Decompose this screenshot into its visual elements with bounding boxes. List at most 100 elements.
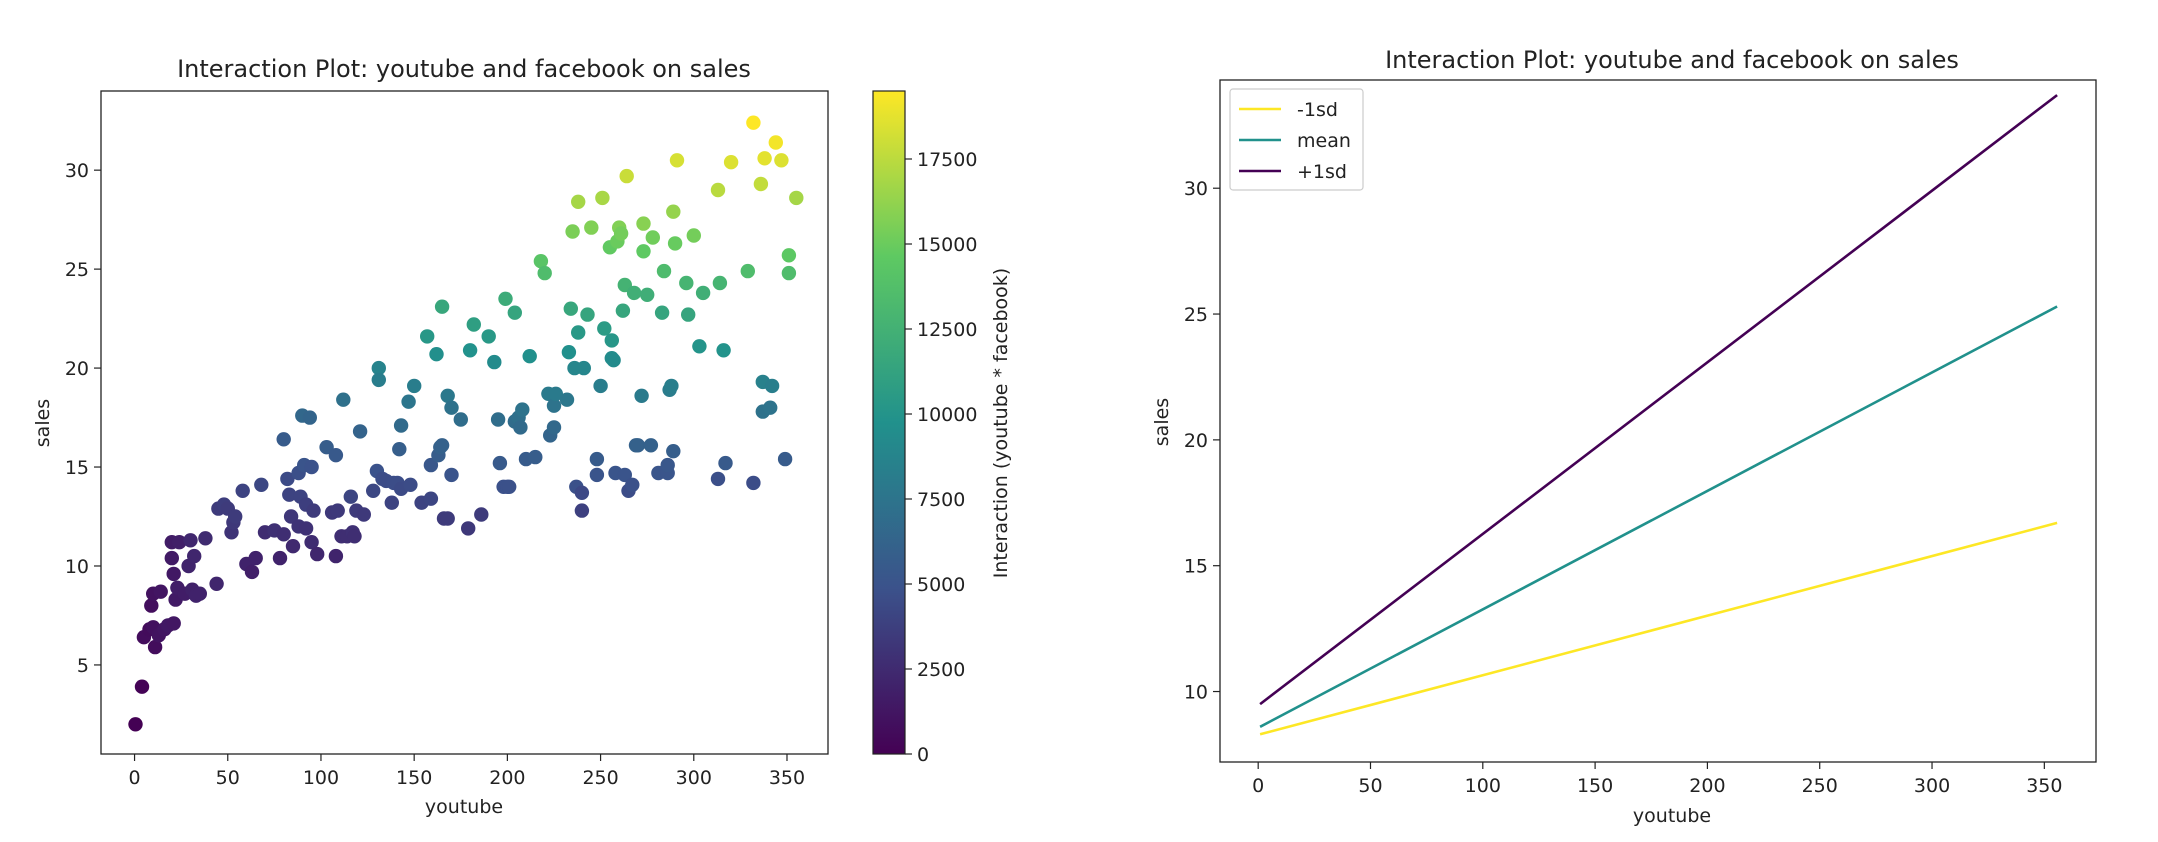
x-tick-label: 0 <box>129 767 141 789</box>
series-line <box>1259 521 2058 736</box>
scatter-point <box>276 432 291 447</box>
scatter-point <box>576 360 591 376</box>
scatter-point <box>584 220 599 235</box>
scatter-point <box>144 598 159 613</box>
scatter-point <box>347 529 362 544</box>
scatter-point <box>254 477 269 492</box>
scatter-point <box>198 531 213 546</box>
scatter-point <box>492 455 508 471</box>
scatter-point <box>757 151 772 166</box>
chart-title: Interaction Plot: youtube and facebook o… <box>1385 46 1959 74</box>
scatter-point <box>666 204 681 219</box>
x-tick-label: 150 <box>396 767 432 789</box>
x-tick-label: 200 <box>489 767 525 789</box>
scatter-point <box>423 491 439 506</box>
plot-frame <box>100 90 829 755</box>
x-tick-label: 350 <box>769 767 805 789</box>
scatter-point <box>336 392 351 407</box>
colorbar-tick-label: 12500 <box>917 319 977 341</box>
scatter-point <box>716 343 731 358</box>
x-tick-label: 50 <box>1358 775 1382 797</box>
scatter-point <box>248 550 263 566</box>
scatter-point <box>209 576 224 591</box>
y-tick-label: 10 <box>1184 682 1208 704</box>
y-axis-label: sales <box>32 399 54 447</box>
x-tick-label: 0 <box>1252 775 1264 797</box>
scatter-point <box>310 546 325 562</box>
scatter-point <box>298 521 314 536</box>
x-tick-label: 300 <box>676 767 712 789</box>
scatter-point <box>630 438 646 453</box>
scatter-point <box>461 521 476 536</box>
x-tick-label: 200 <box>1689 775 1725 797</box>
scatter-point <box>522 349 537 364</box>
x-axis-ticks: 0 50 100 150 200 250 300 350 <box>1252 762 2062 797</box>
x-tick-label: 150 <box>1577 775 1613 797</box>
scatter-point <box>392 442 407 457</box>
scatter-point <box>440 388 455 403</box>
scatter-point <box>166 566 181 582</box>
scatter-point <box>453 412 468 427</box>
scatter-point <box>626 285 642 301</box>
series-line <box>1259 94 2058 706</box>
colorbar-tick-label: 7500 <box>917 489 965 511</box>
legend-label: +1sd <box>1297 161 1347 183</box>
scatter-point <box>634 388 649 403</box>
colorbar-tick-label: 2500 <box>917 659 965 681</box>
scatter-point <box>681 307 696 322</box>
y-tick-label: 15 <box>65 457 89 479</box>
colorbar-tick-label: 15000 <box>917 234 977 256</box>
y-tick-label: 25 <box>1184 304 1208 326</box>
scatter-point <box>407 378 422 394</box>
scatter-point <box>774 153 789 168</box>
legend-box <box>1229 88 1364 191</box>
scatter-point <box>283 509 299 524</box>
scatter-point <box>474 507 489 522</box>
scatter-point <box>565 224 580 239</box>
x-tick-label: 100 <box>303 767 339 789</box>
x-tick-label: 300 <box>1914 775 1950 797</box>
scatter-point <box>304 535 319 550</box>
colorbar-tick-label: 5000 <box>917 574 965 596</box>
scatter-point <box>147 639 163 655</box>
scatter-point <box>272 550 288 566</box>
scatter-point <box>166 616 181 631</box>
scatter-point <box>343 489 358 504</box>
scatter-point <box>420 329 435 344</box>
scatter-point <box>604 333 619 348</box>
scatter-point <box>533 254 549 269</box>
plot-frame <box>1219 79 2097 763</box>
colorbar-ticks: 0 2500 5000 7500 10000 12500 15000 17500 <box>905 149 977 766</box>
scatter-point <box>487 354 502 370</box>
scatter-point <box>528 449 543 465</box>
scatter-point <box>615 303 631 318</box>
scatter-point <box>718 455 733 471</box>
x-tick-label: 350 <box>2026 775 2062 797</box>
scatter-point <box>498 291 513 306</box>
scatter-point <box>371 372 386 388</box>
scatter-point <box>490 412 506 427</box>
scatter-point <box>686 228 701 243</box>
scatter-point <box>753 176 769 192</box>
scatter-point <box>617 467 632 483</box>
scatter-point <box>664 378 679 394</box>
y-tick-label: 25 <box>65 259 89 281</box>
scatter-point <box>548 386 563 401</box>
y-tick-label: 20 <box>1184 430 1208 452</box>
scatter-point <box>440 511 455 526</box>
scatter-point <box>679 275 694 291</box>
scatter-point <box>660 457 675 473</box>
scatter-point <box>781 265 797 281</box>
scatter-point <box>285 539 301 554</box>
legend-label: -1sd <box>1297 99 1338 121</box>
legend: -1sd mean +1sd <box>1229 88 1364 191</box>
scatter-point <box>619 168 634 184</box>
scatter-point <box>187 548 202 564</box>
scatter-point <box>280 471 295 487</box>
scatter-point <box>302 410 317 425</box>
scatter-point <box>228 509 243 524</box>
scatter-point <box>645 230 660 245</box>
scatter-point <box>515 402 530 417</box>
scatter-point <box>669 153 685 168</box>
scatter-point <box>563 301 578 316</box>
